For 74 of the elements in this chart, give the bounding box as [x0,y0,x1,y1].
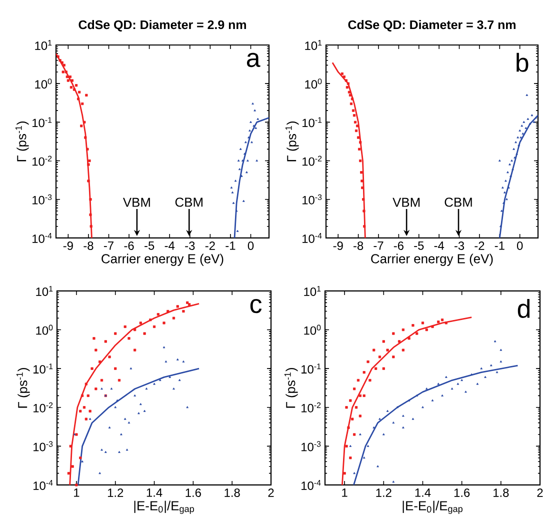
x-tick-label: -8 [84,242,94,250]
y-tick-label: 10$^{0}$ [35,78,52,89]
x-tick-label: 0 [248,242,254,250]
y-tick-label: 10$^{-4}$ [302,480,321,490]
annotation: VBM [122,198,150,207]
x-tick-label: -3 [185,242,195,250]
x-tick-label: 0 [516,242,523,250]
y-axis-title: Γ (ps$^{-1}$) [16,368,30,408]
y-tick-label: 10$^{-3}$ [302,194,322,204]
x-tick-label: -9 [333,242,343,250]
y-axis-title: Γ (ps$^{-1}$) [286,121,299,162]
x-tick-label: -2 [205,242,215,250]
x-axis-title: Carrier energy E (eV) [371,254,493,266]
annotation: c [250,298,262,314]
x-tick-label: -9 [63,242,73,250]
y-tick-label: 10$^{-2}$ [34,402,53,412]
x-tick-label: -2 [474,242,484,250]
y-tick-label: 10$^{-4}$ [302,233,322,243]
x-tick-label: -7 [104,242,114,250]
y-tick-label: 10$^{-3}$ [302,441,321,452]
x-tick-label: -6 [124,242,134,250]
y-tick-label: 10$^{0}$ [304,324,321,335]
x-tick-label: 1.2 [376,488,392,497]
x-tick-label: -4 [434,242,444,250]
y-tick-label: 10$^{-1}$ [302,117,322,128]
x-tick-label: -3 [454,242,464,250]
x-tick-label: -1 [494,242,504,250]
y-axis-title: Γ (ps$^{-1}$) [284,368,298,408]
x-tick-label: 1.8 [494,488,509,497]
y-tick-label: 10$^{-3}$ [32,194,52,204]
chart-title: CdSe QD: Diameter = 3.7 nm [348,20,516,32]
chart-title: CdSe QD: Diameter = 2.9 nm [78,20,246,32]
x-tick-label: 1.6 [186,488,201,497]
y-tick-label: 10$^{0}$ [36,324,53,335]
x-tick-label: -5 [144,242,154,250]
y-tick-label: 10$^{1}$ [36,286,53,296]
y-tick-label: 10$^{0}$ [305,78,322,89]
x-tick-label: -7 [374,242,384,250]
y-tick-label: 10$^{-2}$ [302,156,322,166]
x-tick-label: 1.4 [415,488,431,497]
x-tick-label: 2 [537,488,543,497]
x-tick-label: 1.4 [146,488,162,497]
x-tick-label: 1.8 [224,488,240,497]
x-tick-label: 1 [74,488,80,497]
annotation: d [518,298,530,318]
x-tick-label: -6 [394,242,404,250]
y-tick-label: 10$^{1}$ [304,286,321,296]
x-tick-label: 1 [342,488,348,497]
y-tick-label: 10$^{-4}$ [32,233,52,243]
x-tick-label: -4 [164,242,175,250]
y-tick-label: 10$^{1}$ [35,40,52,50]
x-axis-title: |E-E$_{0}$|/E$_{gap}$ [134,500,194,514]
x-tick-label: -1 [226,242,236,250]
y-tick-label: 10$^{-2}$ [302,402,321,412]
y-tick-label: 10$^{-3}$ [34,441,53,452]
y-tick-label: 10$^{-2}$ [32,156,52,166]
x-tick-label: 1.2 [108,488,124,497]
x-tick-label: -8 [354,242,364,250]
x-tick-label: 2 [268,488,274,497]
y-tick-label: 10$^{-4}$ [34,480,53,490]
y-tick-label: 10$^{-1}$ [34,364,53,374]
x-axis-title: Carrier energy E (eV) [102,254,224,266]
y-tick-label: 10$^{-1}$ [302,364,321,374]
x-axis-title: |E-E$_{0}$|/E$_{gap}$ [402,500,462,514]
y-axis-title: Γ (ps$^{-1}$) [16,121,29,162]
annotation: b [516,52,528,72]
y-tick-label: 10$^{1}$ [305,40,322,50]
x-tick-label: -5 [414,242,424,250]
y-tick-label: 10$^{-1}$ [32,117,52,128]
annotation: CBM [175,198,202,207]
annotation: VBM [392,198,420,207]
annotation: a [246,52,260,68]
x-tick-label: 1.6 [454,488,470,497]
annotation: CBM [444,198,472,207]
